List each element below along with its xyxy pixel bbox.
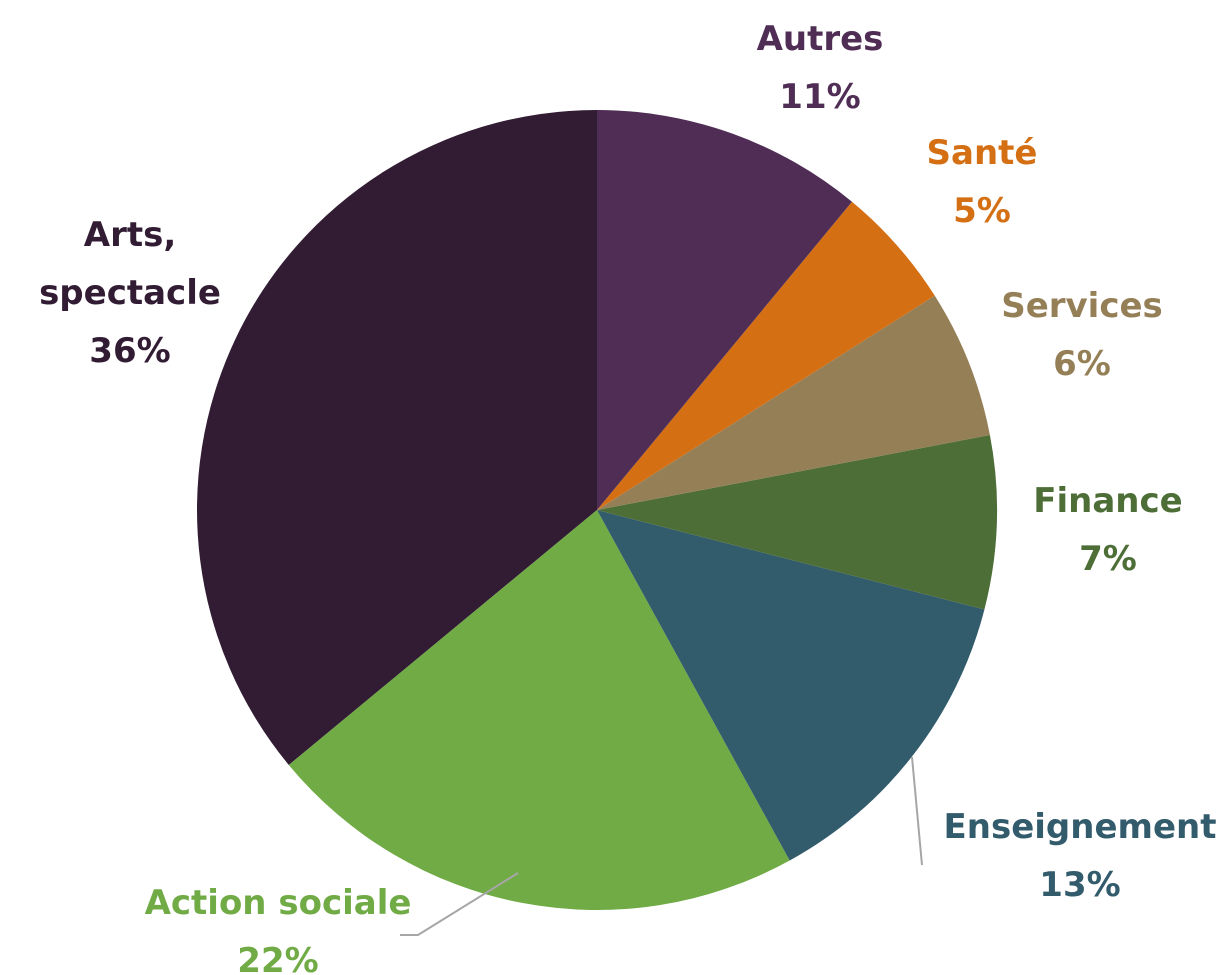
category-label: Services	[1001, 286, 1163, 326]
value-label: 13%	[1039, 865, 1121, 905]
pie-slice	[597, 295, 990, 510]
slice-label: Services 6%	[1001, 277, 1163, 393]
slice-label: Action sociale 22%	[145, 874, 412, 975]
pie-slice	[597, 110, 852, 510]
pie-slice	[597, 201, 935, 510]
slice-label: Enseignement 13%	[944, 798, 1217, 914]
value-label: 11%	[779, 77, 861, 117]
slice-label: Autres 11%	[757, 10, 884, 126]
slice-label: Arts, spectacle 36%	[30, 206, 230, 380]
value-label: 22%	[237, 941, 319, 975]
category-label: Santé	[926, 133, 1038, 173]
slice-label: Finance 7%	[1033, 472, 1182, 588]
value-label: 36%	[89, 331, 171, 371]
pie-slice	[597, 435, 997, 610]
category-label: Enseignement	[943, 807, 1217, 847]
slice-label: Santé 5%	[927, 124, 1038, 240]
pie-slice	[288, 510, 790, 910]
value-label: 7%	[1079, 539, 1137, 579]
category-label: Arts, spectacle	[39, 215, 221, 313]
value-label: 5%	[953, 191, 1011, 231]
leader-line	[911, 756, 923, 866]
category-label: Autres	[756, 19, 884, 59]
value-label: 6%	[1053, 344, 1111, 384]
leader-line	[400, 872, 519, 936]
category-label: Action sociale	[144, 883, 412, 923]
pie-slice	[196, 110, 598, 765]
category-label: Finance	[1033, 481, 1183, 521]
pie-slice	[597, 510, 985, 861]
